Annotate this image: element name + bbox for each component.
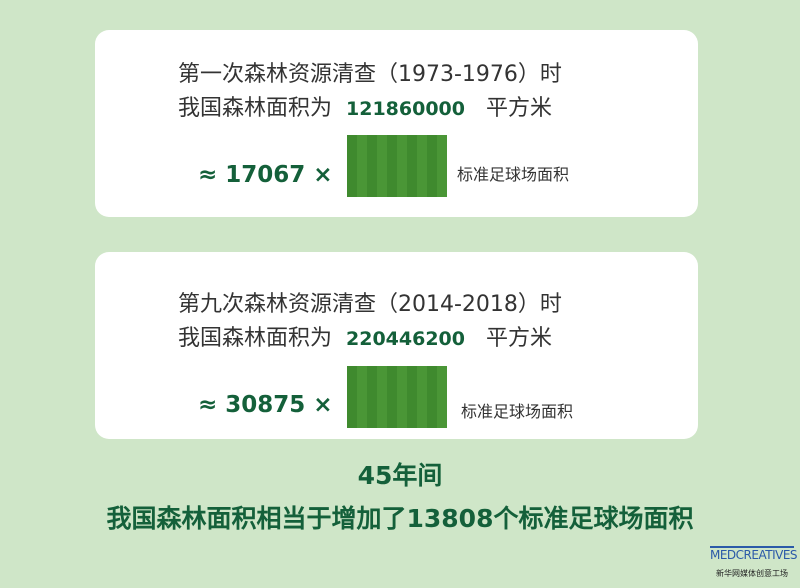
field-count: ≈ 30875 × (198, 392, 333, 418)
field-caption: 标准足球场面积 (457, 165, 570, 184)
logo-subtext: 新华网媒体创意工场 (716, 569, 788, 578)
area-label: 我国森林面积为 (178, 326, 333, 351)
area-unit: 平方米 (485, 96, 552, 121)
field-count: ≈ 17067 × (198, 162, 333, 188)
football-field-image (347, 135, 447, 197)
area-line: 我国森林面积为 220446200 平方米 (178, 320, 552, 352)
card-ninth-survey: 第九次森林资源清查（2014-2018）时 我国森林面积为 220446200 … (95, 252, 698, 439)
logo: MEDCREATIVES 新华网媒体创意工场 (710, 546, 798, 579)
football-field-image (347, 366, 447, 428)
area-unit: 平方米 (485, 326, 552, 351)
area-line: 我国森林面积为 121860000 平方米 (178, 90, 552, 122)
survey-title: 第一次森林资源清查（1973-1976）时 (178, 62, 562, 87)
field-caption: 标准足球场面积 (461, 402, 574, 421)
summary-title: 45年间 (357, 461, 443, 490)
logo-text: MEDCREATIVES (710, 546, 798, 562)
area-label: 我国森林面积为 (178, 96, 333, 121)
area-value: 220446200 (346, 328, 465, 350)
survey-title: 第九次森林资源清查（2014-2018）时 (178, 292, 562, 317)
summary-text: 我国森林面积相当于增加了13808个标准足球场面积 (106, 504, 694, 533)
card-first-survey: 第一次森林资源清查（1973-1976）时 我国森林面积为 121860000 … (95, 30, 698, 217)
area-value: 121860000 (346, 98, 465, 120)
